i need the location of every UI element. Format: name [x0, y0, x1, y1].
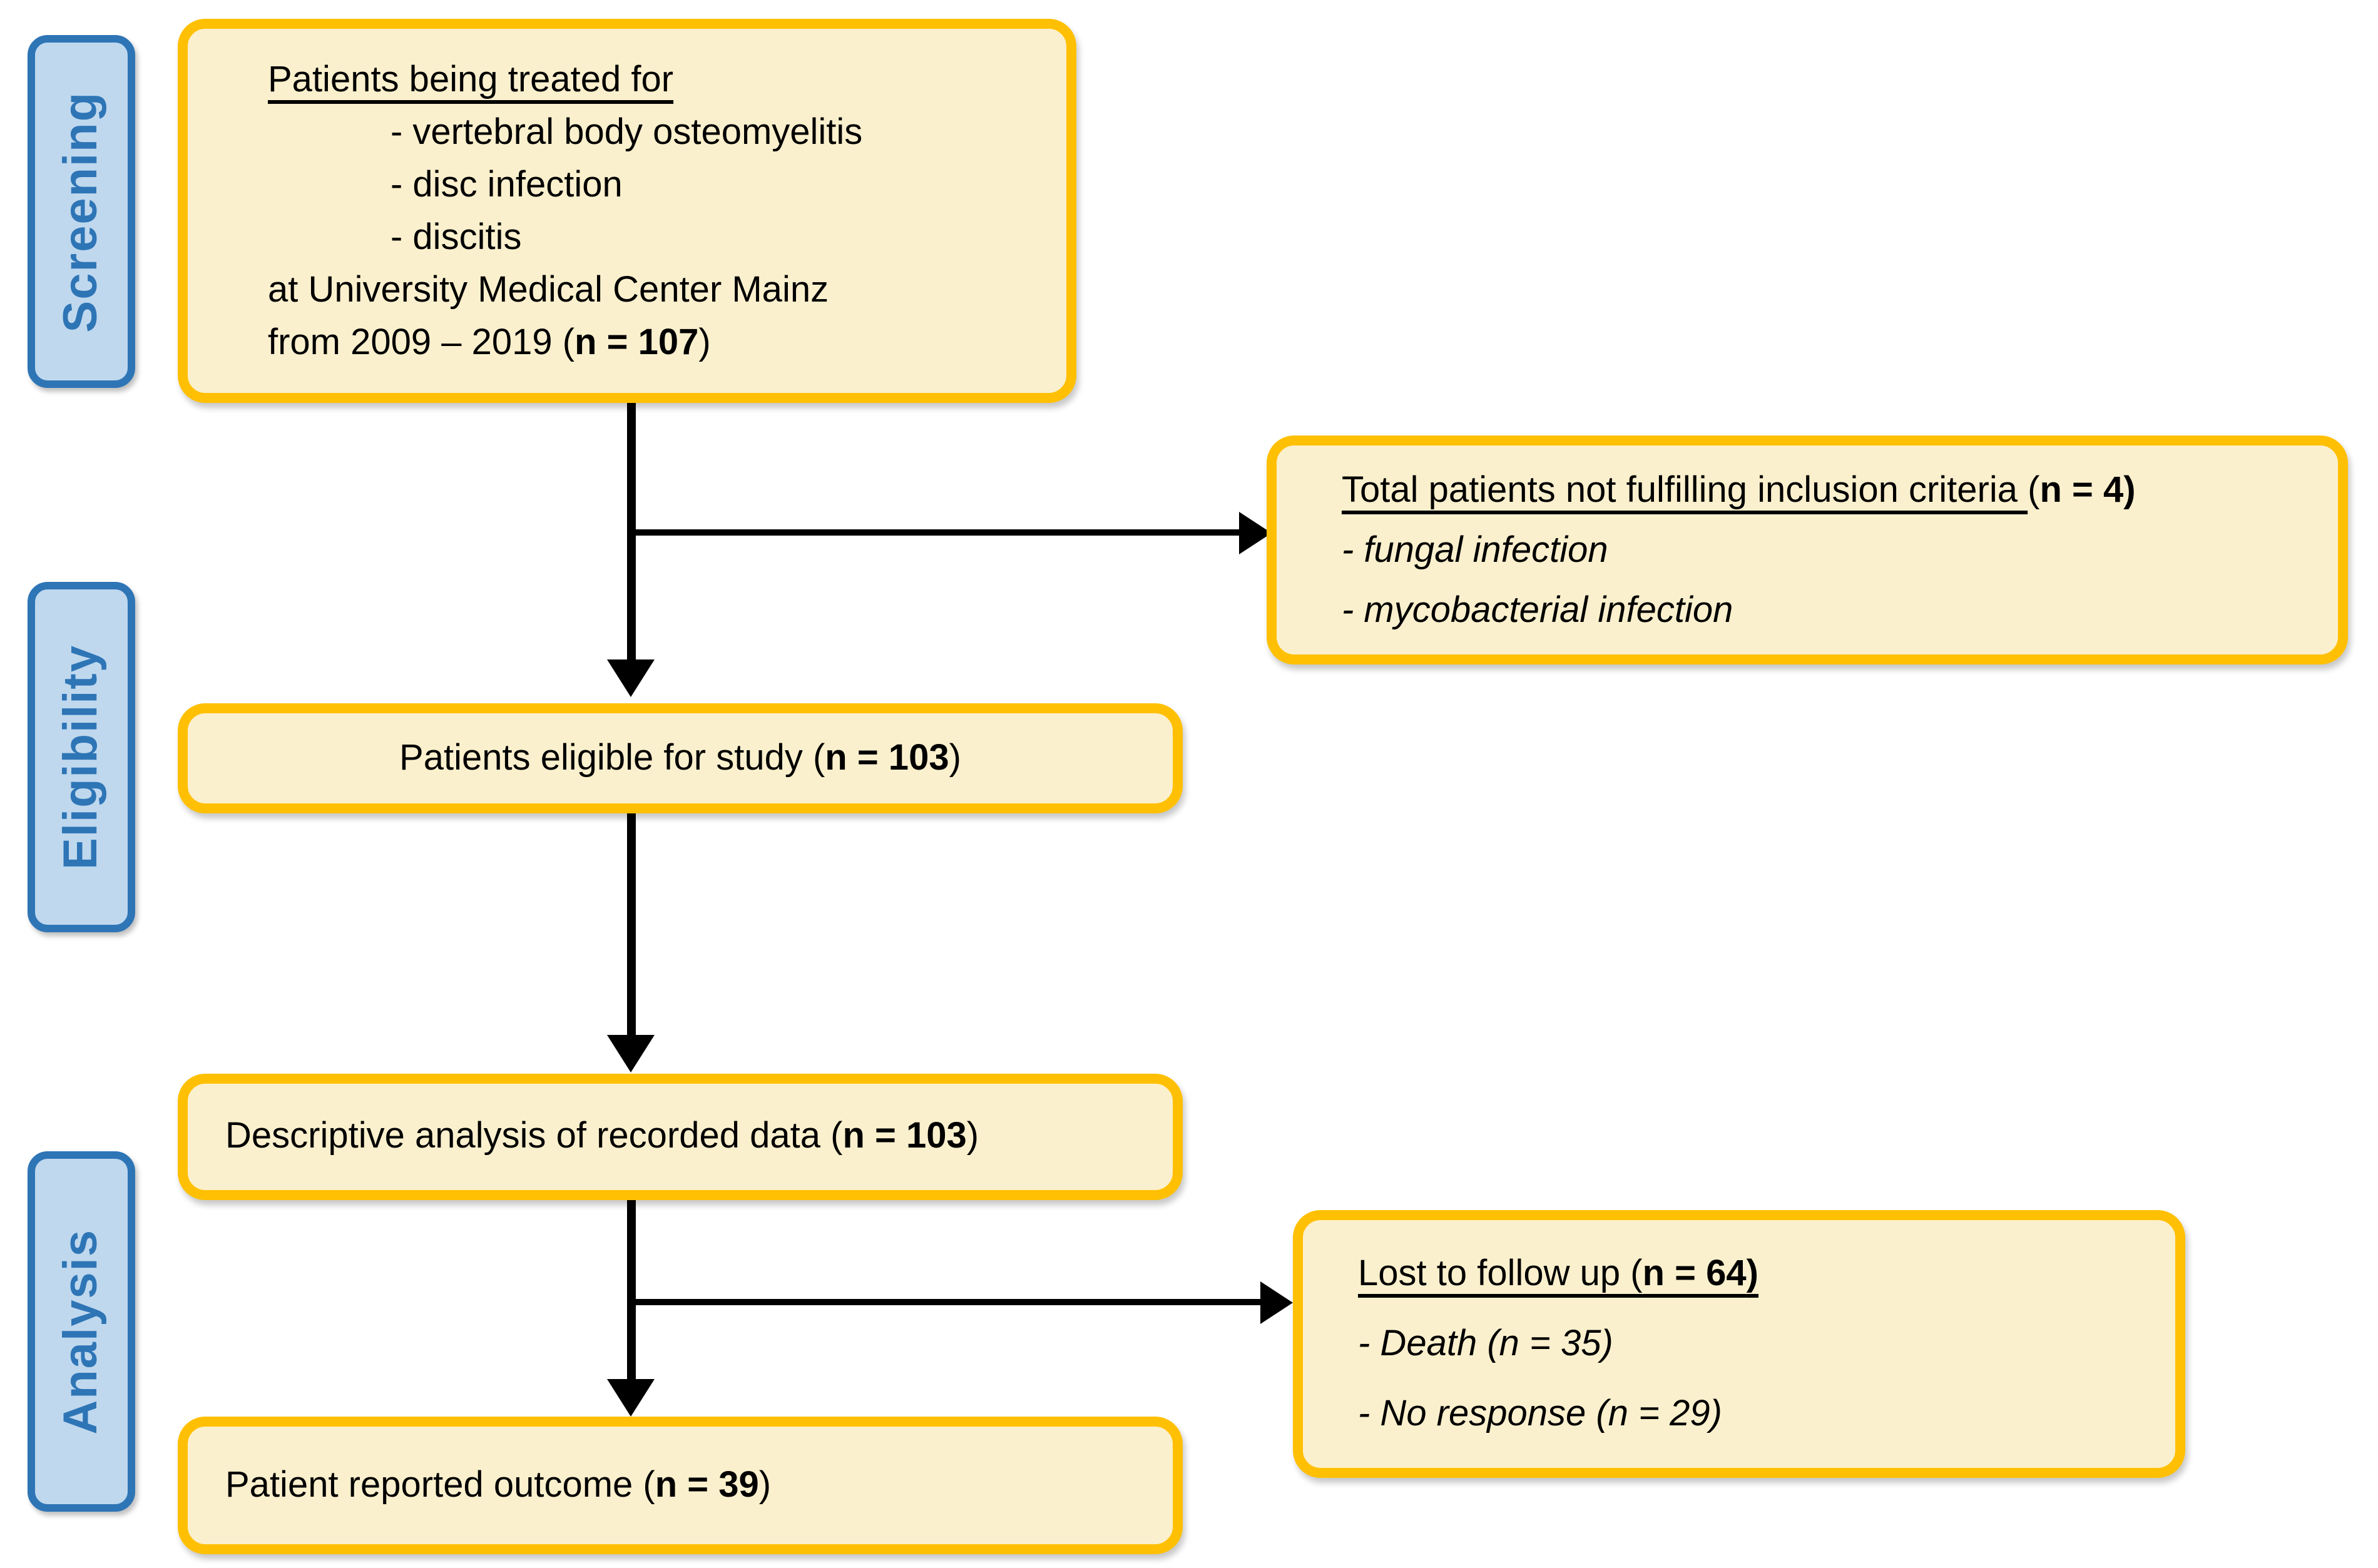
excluded-title: Total patients not fulfilling inclusion … — [1342, 470, 2028, 510]
branch-line-to-lost — [631, 1299, 1260, 1305]
lost-item-2: - No response (n = 29) — [1358, 1394, 1722, 1434]
screening-pool-location-line: at University Medical Center Mainz — [268, 270, 829, 310]
eligible-suffix: ) — [949, 738, 961, 778]
excluded-title-line: Total patients not fulfilling inclusion … — [1277, 460, 2338, 520]
descriptive-suffix: ) — [966, 1116, 979, 1156]
arrowhead-descriptive-to-outcome — [607, 1379, 655, 1417]
lost-title-prefix: Lost to follow up ( — [1358, 1254, 1643, 1294]
stage-label-screening: Screening — [28, 35, 135, 388]
excluded-paren-open: ( — [2028, 470, 2040, 510]
branch-line-to-excluded — [631, 529, 1239, 536]
lost-title: Lost to follow up (n = 64) — [1358, 1254, 1758, 1294]
excluded-item-2: - mycobacterial infection — [1342, 590, 1733, 630]
box-eligible: Patients eligible for study (n = 103) — [178, 703, 1183, 813]
screening-pool-bullet-2: - disc infection — [390, 165, 623, 205]
box-patient-reported-outcome: Patient reported outcome (n = 39) — [178, 1417, 1183, 1554]
eligible-text-line: Patients eligible for study (n = 103) — [399, 738, 961, 779]
excluded-paren-close: ) — [2123, 470, 2136, 510]
period-suffix: ) — [698, 322, 711, 362]
excluded-n-value: n = 4 — [2039, 470, 2124, 510]
lost-n-value: n = 64 — [1642, 1254, 1747, 1294]
eligible-n-value: n = 103 — [825, 738, 949, 778]
stage-label-eligibility-text: Eligibility — [54, 644, 107, 870]
period-n-value: n = 107 — [574, 322, 699, 362]
lost-title-line: Lost to follow up (n = 64) — [1303, 1239, 2175, 1309]
outcome-prefix: Patient reported outcome ( — [225, 1465, 655, 1505]
lost-item-1: - Death (n = 35) — [1358, 1324, 1613, 1364]
box-lost-to-follow-up: Lost to follow up (n = 64) - Death (n = … — [1293, 1210, 2185, 1478]
box-screening-pool: Patients being treated for - vertebral b… — [178, 19, 1076, 403]
stage-label-eligibility: Eligibility — [28, 582, 135, 932]
arrowhead-to-excluded — [1239, 512, 1272, 554]
outcome-text-line: Patient reported outcome (n = 39) — [225, 1465, 1173, 1506]
stage-label-analysis: Analysis — [28, 1151, 135, 1512]
descriptive-text-line: Descriptive analysis of recorded data (n… — [225, 1116, 1173, 1158]
screening-pool-title: Patients being treated for — [268, 59, 674, 99]
box-excluded: Total patients not fulfilling inclusion … — [1267, 435, 2348, 664]
screening-pool-period-line: from 2009 – 2019 (n = 107) — [188, 316, 1066, 369]
arrow-line-descriptive-to-outcome — [627, 1200, 636, 1379]
screening-pool-bullet-1: - vertebral body osteomyelitis — [390, 112, 863, 152]
descriptive-prefix: Descriptive analysis of recorded data ( — [225, 1116, 843, 1156]
arrow-line-eligible-to-descriptive — [627, 813, 636, 1035]
box-descriptive-analysis: Descriptive analysis of recorded data (n… — [178, 1074, 1183, 1200]
screening-pool-title-line: Patients being treated for — [188, 53, 1066, 106]
outcome-n-value: n = 39 — [655, 1465, 759, 1505]
descriptive-n-value: n = 103 — [842, 1116, 967, 1156]
arrowhead-screening-to-eligible — [607, 659, 655, 697]
period-prefix: from 2009 – 2019 ( — [268, 322, 575, 362]
lost-title-suffix: ) — [1746, 1254, 1758, 1294]
arrowhead-eligible-to-descriptive — [607, 1035, 655, 1072]
screening-pool-bullet-3: - discitis — [390, 217, 522, 257]
stage-label-analysis-text: Analysis — [54, 1228, 107, 1435]
eligible-prefix: Patients eligible for study ( — [399, 738, 825, 778]
arrowhead-to-lost — [1260, 1281, 1293, 1324]
stage-label-screening-text: Screening — [54, 91, 107, 332]
excluded-item-1: - fungal infection — [1342, 530, 1608, 570]
outcome-suffix: ) — [758, 1465, 772, 1505]
